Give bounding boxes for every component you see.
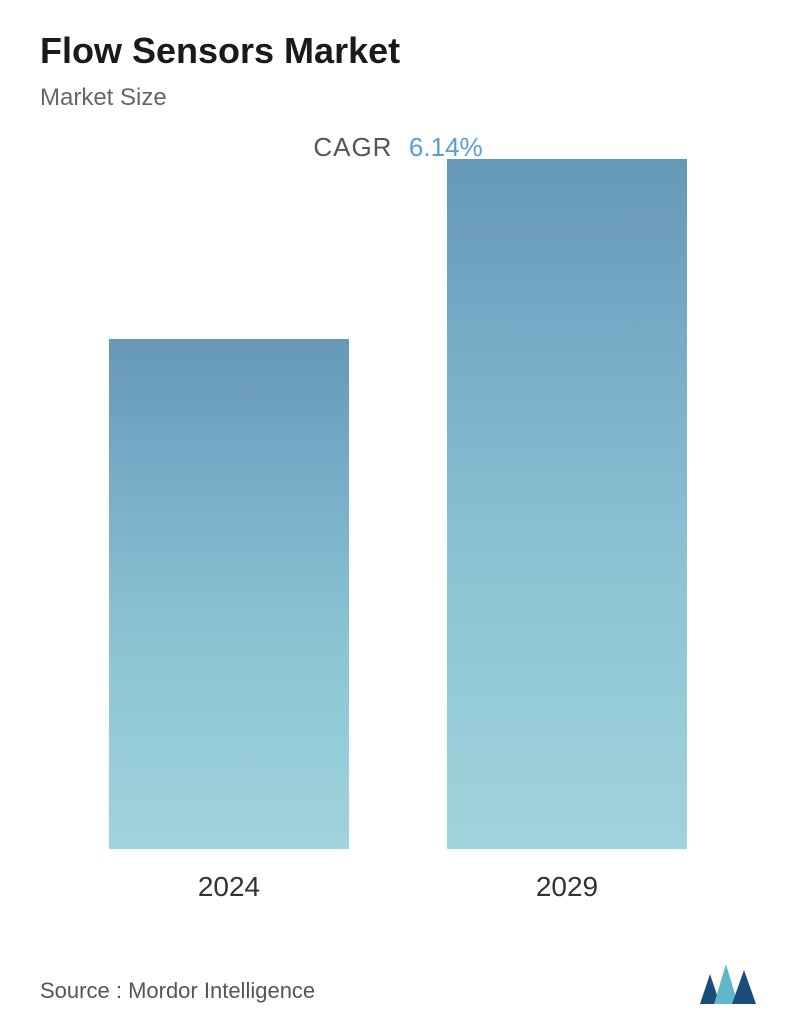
chart-subtitle: Market Size [40,84,756,112]
chart-title: Flow Sensors Market [40,30,756,72]
chart-footer: Source : Mordor Intelligence [40,960,756,1004]
bar-1 [447,159,687,849]
bar-label-0: 2024 [198,871,260,903]
cagr-label: CAGR [313,132,392,162]
source-name: Mordor Intelligence [128,978,315,1003]
source-attribution: Source : Mordor Intelligence [40,978,315,1004]
bar-group-0: 2024 [89,339,369,903]
mordor-logo-icon [700,960,756,1004]
bar-label-1: 2029 [536,871,598,903]
bar-0 [109,339,349,849]
bar-group-1: 2029 [427,159,707,903]
cagr-value: 6.14% [409,132,483,162]
source-label: Source : [40,978,122,1003]
bar-chart-area: 2024 2029 [40,203,756,903]
